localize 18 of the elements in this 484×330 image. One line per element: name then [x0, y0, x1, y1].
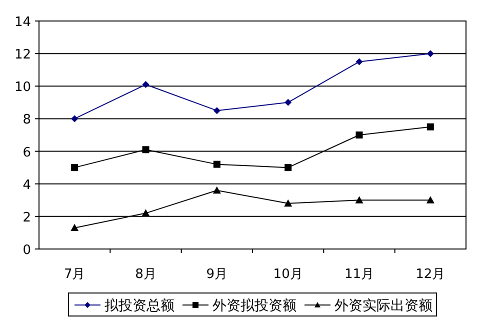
point: [356, 132, 363, 138]
point: [426, 196, 434, 204]
point: [142, 146, 150, 154]
point: [71, 164, 78, 172]
point: [70, 224, 79, 232]
point: [142, 209, 150, 216]
point: [426, 50, 434, 58]
point: [426, 123, 434, 130]
point: [142, 81, 150, 88]
point: [212, 186, 221, 194]
point: [213, 107, 220, 114]
point: [355, 196, 364, 204]
point: [71, 115, 78, 122]
point: [213, 160, 220, 168]
point: [284, 164, 292, 172]
point: [284, 199, 292, 207]
point: [356, 58, 363, 66]
point: [284, 98, 292, 106]
